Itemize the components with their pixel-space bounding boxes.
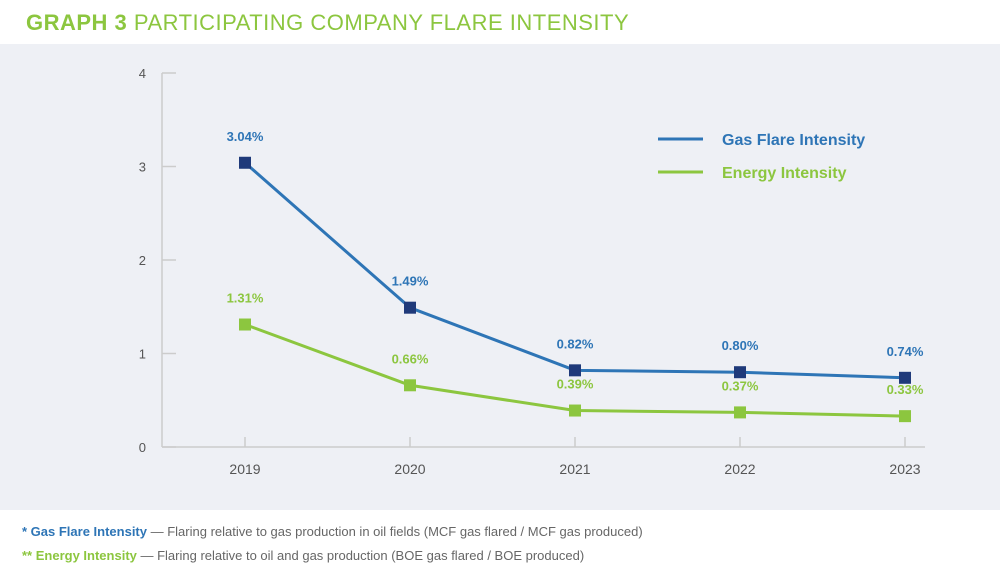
energy-data-label: 1.31%: [227, 291, 264, 306]
gas-flare-data-label: 1.49%: [392, 274, 429, 289]
line-chart: 0 1 2 3 4 2019 2020 2021 2022 2023 1.31% 0.66% 0.39%…: [139, 66, 925, 477]
energy-data-label: 0.39%: [557, 377, 594, 392]
x-tick-label: 2021: [559, 461, 590, 477]
energy-point: [239, 318, 251, 331]
y-tick-label: 0: [139, 440, 146, 455]
energy-point: [569, 404, 581, 417]
energy-data-label: 0.66%: [392, 351, 429, 366]
y-tick-label: 1: [139, 347, 146, 362]
y-tick-label: 4: [139, 66, 146, 81]
y-tick-label: 3: [139, 160, 146, 175]
gas-flare-point: [899, 371, 911, 384]
footnote-gas-marker: *: [22, 524, 31, 539]
footnotes: * Gas Flare Intensity — Flaring relative…: [22, 520, 643, 568]
chart-title: GRAPH 3 PARTICIPATING COMPANY FLARE INTE…: [26, 10, 629, 36]
legend-energy-label: Energy Intensity: [722, 165, 847, 182]
x-tick-label: 2019: [229, 461, 260, 477]
x-tick-label: 2022: [724, 461, 755, 477]
chart-title-number: GRAPH 3: [26, 10, 128, 35]
footnote-energy: ** Energy Intensity — Flaring relative t…: [22, 544, 643, 568]
gas-flare-data-label: 0.74%: [887, 344, 924, 359]
gas-flare-data-label: 3.04%: [227, 129, 264, 144]
footnote-gas-text: — Flaring relative to gas production in …: [147, 524, 643, 539]
footnote-gas: * Gas Flare Intensity — Flaring relative…: [22, 520, 643, 544]
legend-gas-flare-label: Gas Flare Intensity: [722, 132, 865, 149]
gas-flare-point: [239, 156, 251, 169]
footnote-energy-key: Energy Intensity: [35, 548, 137, 563]
x-tick-label: 2020: [394, 461, 425, 477]
gas-flare-data-label: 0.82%: [557, 336, 594, 351]
energy-point: [734, 406, 746, 419]
energy-point: [899, 410, 911, 423]
x-tick-label: 2023: [889, 461, 920, 477]
y-tick-label: 2: [139, 253, 146, 268]
gas-flare-point: [404, 301, 416, 314]
energy-data-label: 0.37%: [722, 378, 759, 393]
plot-background: [0, 44, 1000, 510]
footnote-energy-marker: **: [22, 548, 36, 563]
gas-flare-point: [734, 366, 746, 379]
gas-flare-point: [569, 364, 581, 377]
energy-point: [404, 379, 416, 392]
footnote-energy-text: — Flaring relative to oil and gas produc…: [136, 548, 585, 563]
energy-data-label: 0.33%: [887, 382, 924, 397]
chart-title-text: PARTICIPATING COMPANY FLARE INTENSITY: [127, 10, 630, 35]
gas-flare-data-label: 0.80%: [722, 338, 759, 353]
footnote-gas-key: Gas Flare Intensity: [30, 524, 147, 539]
